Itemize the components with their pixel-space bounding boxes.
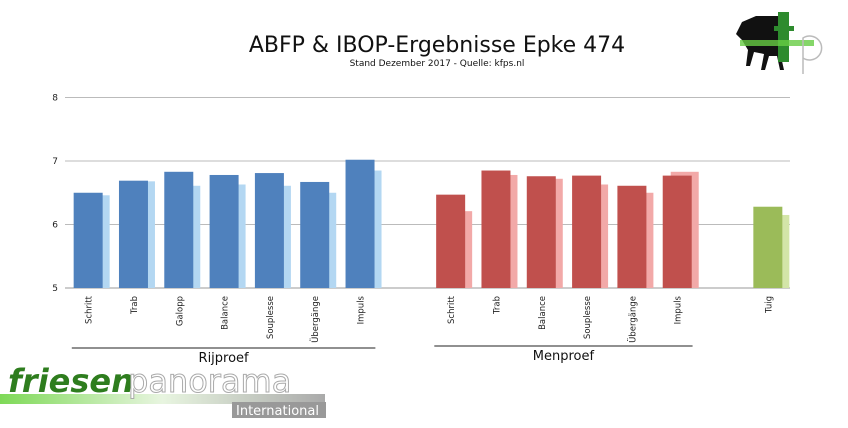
category-label: Trab: [130, 296, 140, 315]
group-label: Rijproef: [199, 351, 250, 366]
category-label: Impuls: [674, 295, 684, 324]
bar-main: [209, 174, 239, 288]
y-tick-label: 5: [52, 284, 58, 294]
svg-text:International: International: [236, 404, 319, 419]
fp-logo: [736, 12, 823, 74]
y-tick-label: 8: [52, 94, 58, 104]
category-label: Balance: [538, 296, 548, 330]
category-label: Übergänge: [310, 296, 321, 343]
chart-title: ABFP & IBOP-Ergebnisse Epke 474: [249, 33, 625, 58]
category-labels: Schritt Trab Galopp Balance Souplesse Übergän…: [85, 295, 775, 342]
group-label: Menproef: [533, 349, 595, 364]
bar-main: [753, 206, 783, 288]
svg-text:friesen: friesen: [8, 362, 134, 400]
group-labels: Rijproef Menproef: [71, 345, 693, 366]
category-label: Übergänge: [627, 296, 638, 343]
friesenpanorama-logo: friesen panorama International: [0, 362, 326, 419]
svg-text:panorama: panorama: [128, 362, 291, 400]
bar-main: [164, 171, 194, 288]
bar-main: [662, 175, 692, 288]
y-axis-ticks: 5 6 7 8: [52, 94, 58, 295]
category-label: Trab: [492, 296, 502, 315]
category-label: Schritt: [447, 295, 457, 324]
category-label: Souplesse: [266, 296, 276, 339]
bar-main: [526, 176, 556, 288]
category-label: Galopp: [175, 296, 185, 326]
bar-main: [436, 194, 466, 288]
category-label: Balance: [221, 296, 231, 330]
bar-main: [300, 181, 330, 288]
category-label: Schritt: [85, 295, 95, 324]
chart-subtitle: Stand Dezember 2017 - Quelle: kfps.nl: [350, 59, 525, 69]
bar-main: [481, 170, 511, 288]
category-label: Impuls: [357, 295, 367, 324]
y-tick-label: 7: [52, 157, 58, 167]
category-label: Souplesse: [583, 296, 593, 339]
bar-main: [345, 159, 375, 288]
bars: [73, 159, 790, 288]
bar-main: [617, 185, 647, 288]
bar-main: [118, 180, 148, 288]
category-label: Tuig: [764, 296, 774, 314]
bar-main: [572, 175, 602, 288]
bar-main: [73, 192, 103, 288]
bar-main: [254, 173, 284, 288]
y-tick-label: 6: [52, 221, 58, 231]
